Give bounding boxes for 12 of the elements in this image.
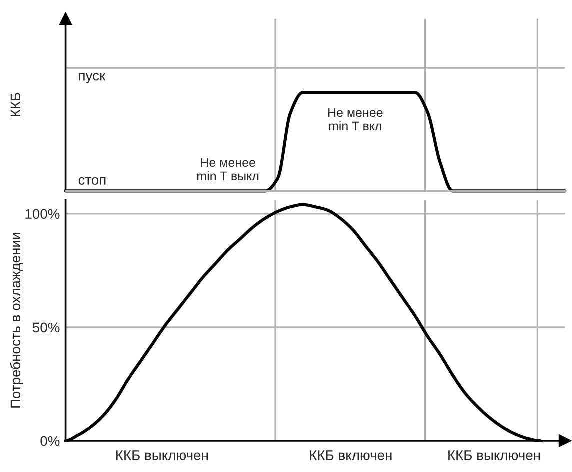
y-axis-title: ККБ [10,93,20,117]
text: ККБ включен [310,450,392,460]
y-tick-label: 100% [26,209,60,220]
y-tick-label: 50% [32,322,60,333]
text: ККБ выключен [448,450,540,460]
text: ККБ выключен [116,450,208,460]
y-axis-title: Потребность в охлаждении [10,233,24,408]
text: пуск [79,73,106,84]
y-tick-label: 0% [40,436,60,446]
annotation: стоп [78,177,106,185]
annotation: Не менее min T выкл [197,158,259,181]
annotation: Не менее min T вкл [328,108,383,131]
